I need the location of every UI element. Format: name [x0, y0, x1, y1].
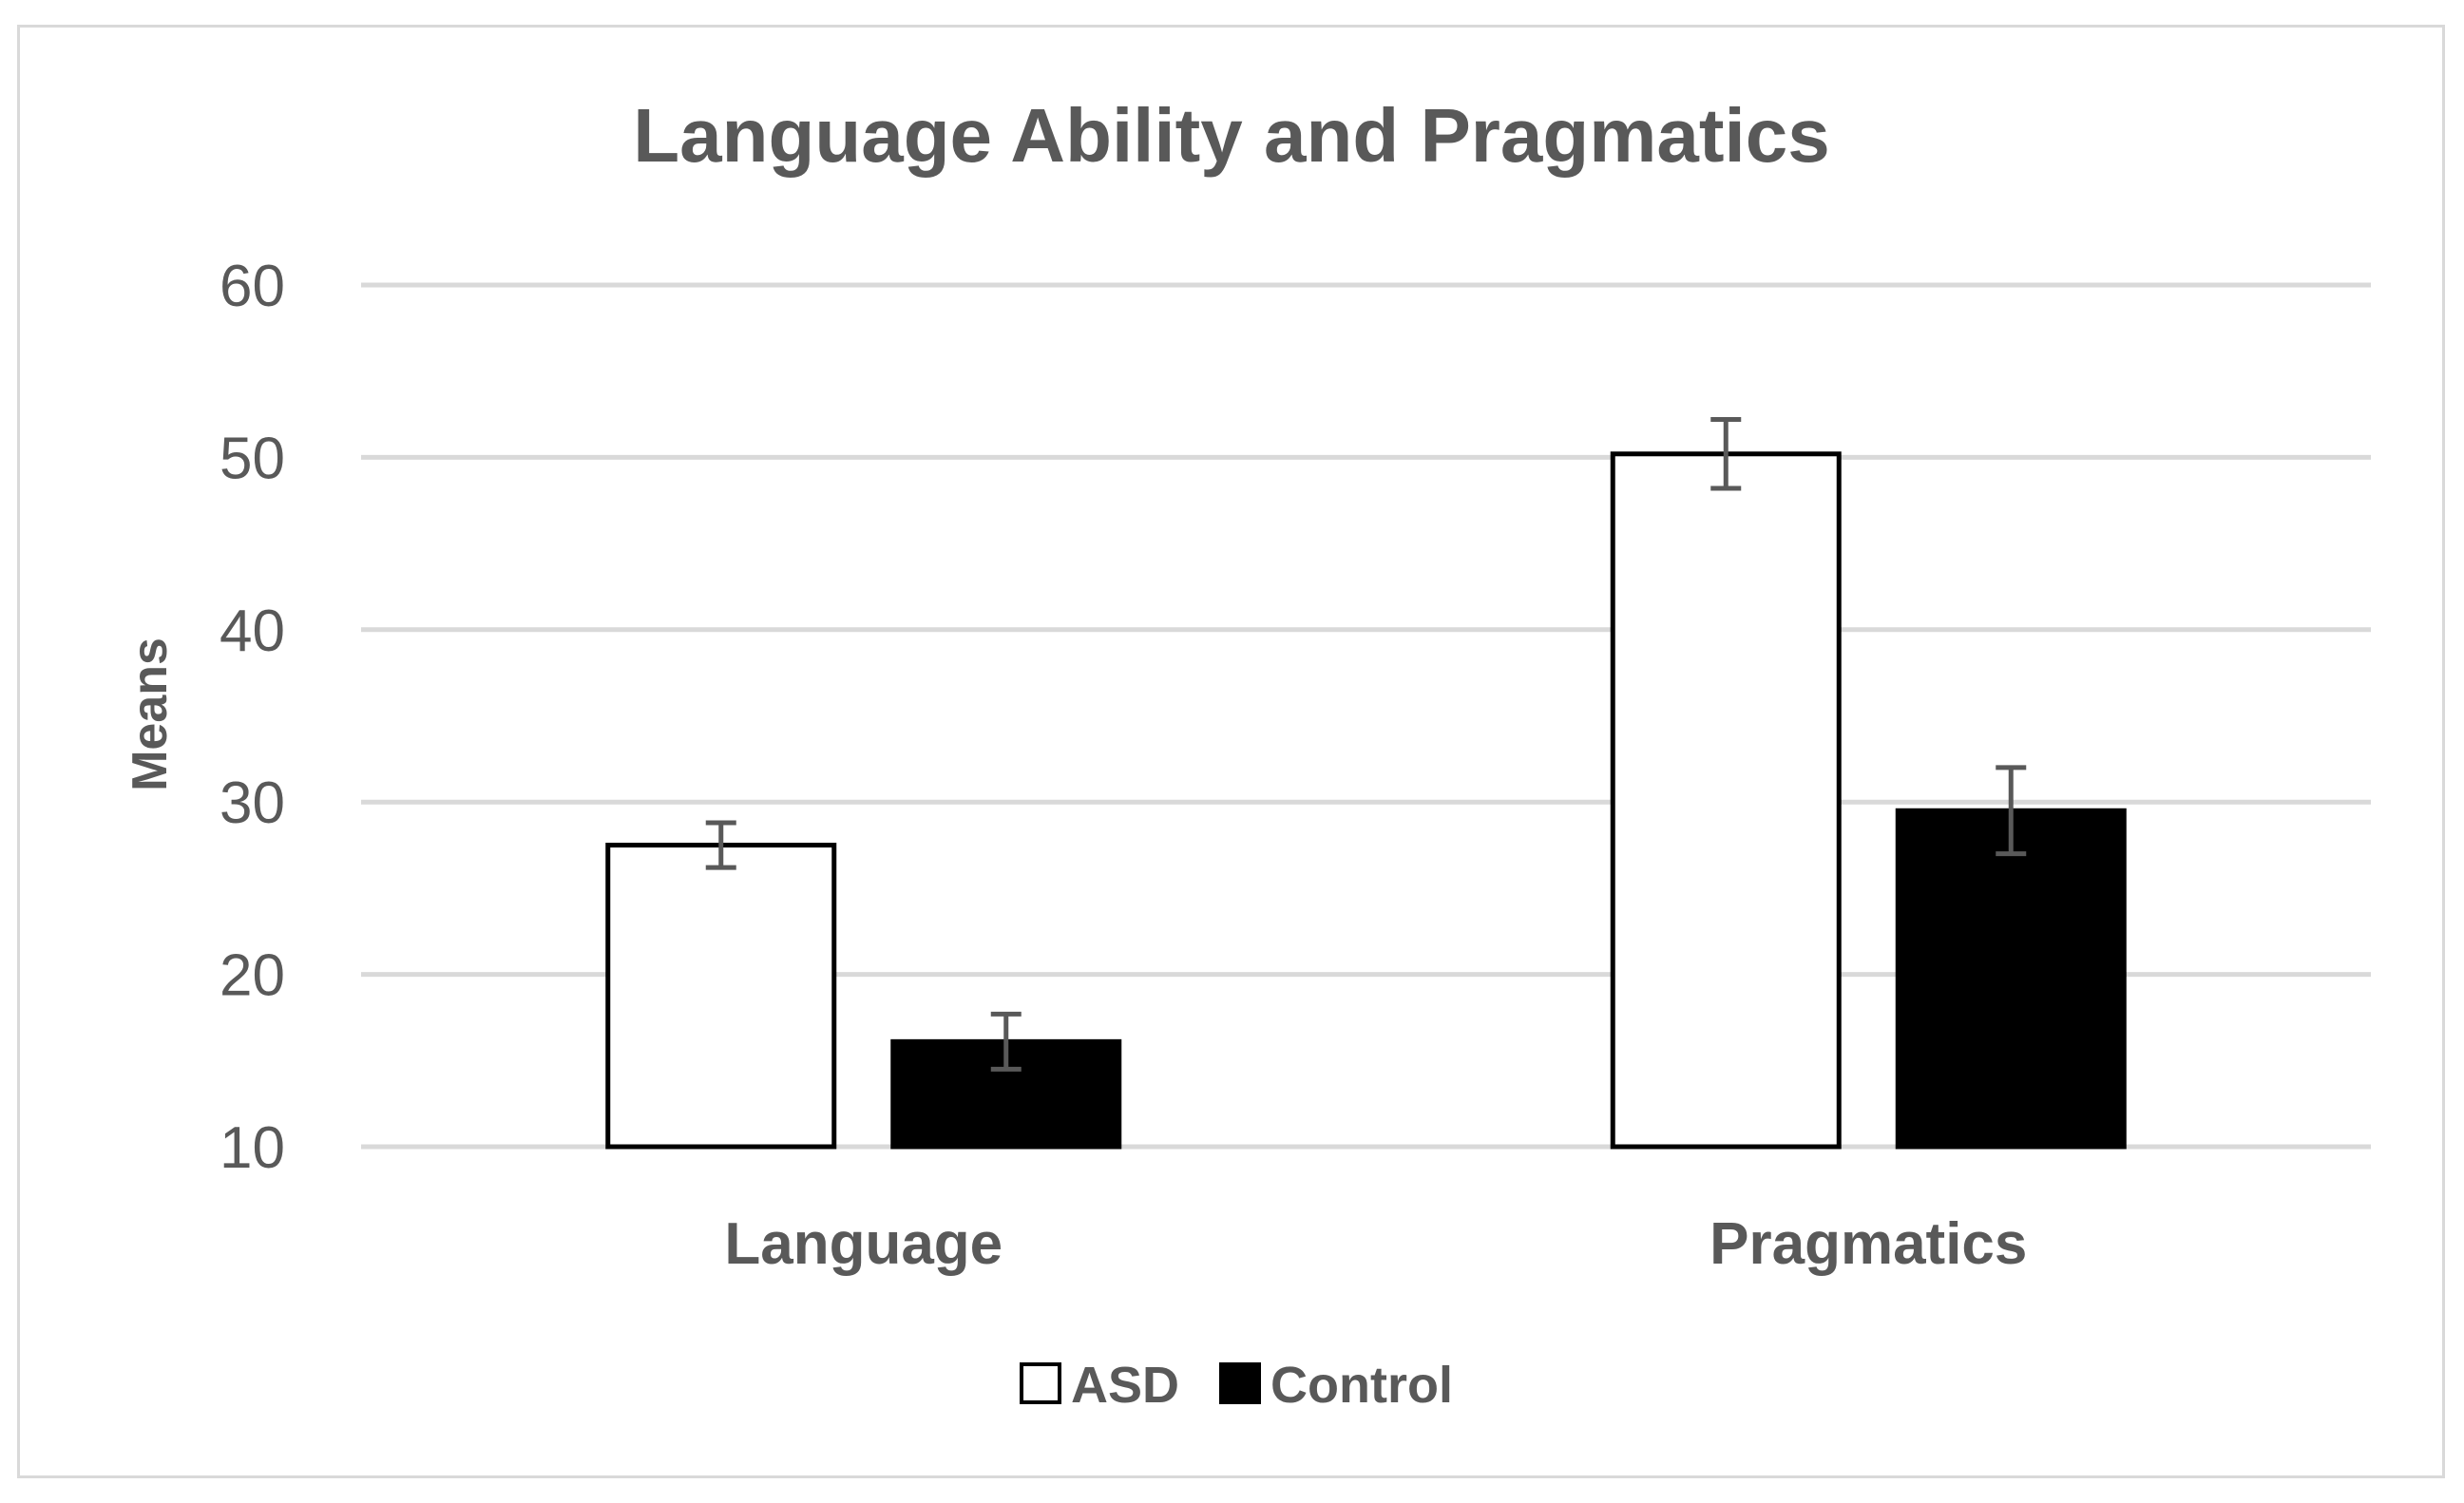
y-tick-label: 60	[220, 254, 285, 319]
chart-title: Language Ability and Pragmatics	[633, 93, 1830, 178]
legend-label: Control	[1270, 1357, 1453, 1414]
bar-asd-pragmatics	[1610, 451, 1842, 1150]
x-tick-labels: Language Pragmatics	[724, 1211, 2027, 1277]
y-tick-label: 50	[220, 426, 285, 491]
y-tick-label: 30	[220, 771, 285, 836]
y-axis-label: Means	[123, 637, 178, 791]
y-tick-label: 20	[220, 943, 285, 1009]
bar-asd-language	[605, 843, 837, 1150]
bar-control-pragmatics	[1895, 808, 2127, 1150]
error-bars	[705, 416, 2027, 1072]
chart-frame	[17, 25, 2445, 1478]
legend-item-control: Control	[1219, 1357, 1453, 1414]
legend-item-asd: ASD	[1020, 1357, 1179, 1414]
x-tick-label: Language	[724, 1211, 1003, 1277]
legend-swatch	[1020, 1362, 1061, 1404]
y-tick-labels: 10 20 30 40 50 60	[220, 254, 285, 1181]
y-tick-label: 10	[220, 1115, 285, 1181]
legend-swatch	[1219, 1362, 1261, 1404]
legend-label: ASD	[1071, 1357, 1179, 1414]
error-bar	[705, 820, 736, 870]
error-bar	[990, 1011, 1022, 1072]
y-tick-label: 40	[220, 599, 285, 664]
x-tick-label: Pragmatics	[1710, 1211, 2027, 1277]
error-bar	[1996, 765, 2027, 857]
legend: ASD Control	[1020, 1357, 1453, 1414]
error-bar	[1710, 416, 1742, 491]
